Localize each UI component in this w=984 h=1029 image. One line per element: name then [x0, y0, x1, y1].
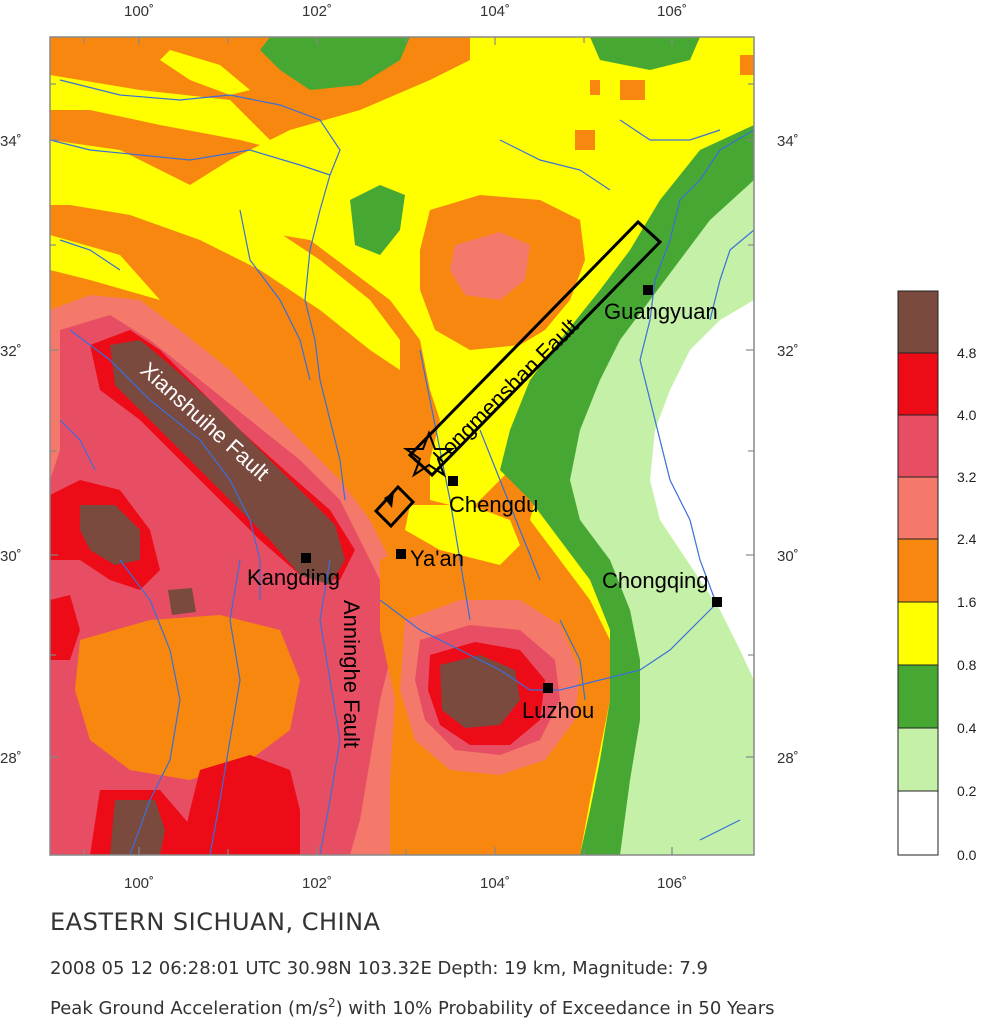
map-description: Peak Ground Acceleration (m/s2) with 10%… [50, 996, 775, 1019]
legend-tick-3.2: 3.2 [957, 469, 977, 485]
city-label-yaan: Ya'an [410, 546, 464, 571]
hazard-zones [50, 37, 754, 855]
legend-tick-0.0: 0.0 [957, 847, 977, 863]
lat-label-left-28: 28˚ [0, 750, 22, 767]
lon-label-top-106: 106˚ [657, 3, 687, 20]
legend-swatch-light-green [897, 727, 939, 792]
legend-tick-2.4: 2.4 [957, 531, 977, 547]
lat-label-left-30: 30˚ [0, 548, 22, 565]
lat-label-right-32: 32˚ [777, 343, 799, 360]
lat-label-right-34: 34˚ [777, 133, 799, 150]
description-superscript: 2 [327, 996, 336, 1010]
city-label-chongqing: Chongqing [602, 568, 708, 593]
lat-label-right-30: 30˚ [777, 548, 799, 565]
color-scale-legend [897, 290, 939, 856]
lon-label-bottom-100: 100˚ [124, 875, 154, 892]
city-marker-kangding [301, 553, 311, 563]
legend-swatch-salmon [897, 476, 939, 540]
city-marker-chengdu [448, 476, 458, 486]
map-frame [49, 36, 755, 856]
lon-label-bottom-106: 106˚ [657, 875, 687, 892]
city-marker-luzhou [543, 683, 553, 693]
legend-tick-4.0: 4.0 [957, 407, 977, 423]
lon-label-top-100: 100˚ [124, 3, 154, 20]
epicenter-star [402, 430, 456, 478]
fault-label-anninghe: Anninghe Fault [339, 600, 364, 748]
lat-label-left-34: 34˚ [0, 133, 22, 150]
lon-label-bottom-102: 102˚ [302, 875, 332, 892]
legend-swatch-orange [897, 538, 939, 603]
legend-swatch-brown [897, 290, 939, 354]
city-label-luzhou: Luzhou [522, 698, 594, 723]
legend-tick-0.4: 0.4 [957, 720, 977, 736]
event-info: 2008 05 12 06:28:01 UTC 30.98N 103.32E D… [50, 958, 708, 979]
legend-tick-1.6: 1.6 [957, 594, 977, 610]
lat-label-left-32: 32˚ [0, 343, 22, 360]
legend-swatch-green [897, 664, 939, 729]
lon-label-bottom-104: 104˚ [480, 875, 510, 892]
city-label-guangyuan: Guangyuan [604, 299, 718, 324]
city-label-chengdu: Chengdu [449, 492, 538, 517]
legend-tick-4.8: 4.8 [957, 345, 977, 361]
city-marker-guangyuan [643, 285, 653, 295]
legend-swatch-pink [897, 414, 939, 478]
legend-tick-0.2: 0.2 [957, 783, 977, 799]
city-marker-yaan [396, 549, 406, 559]
description-suffix: ) with 10% Probability of Exceedance in … [335, 998, 775, 1019]
legend-tick-0.8: 0.8 [957, 657, 977, 673]
legend-swatch-white [897, 790, 939, 856]
fault-overlays [373, 219, 663, 529]
lon-label-top-102: 102˚ [302, 3, 332, 20]
legend-swatch-yellow [897, 601, 939, 666]
map-title: EASTERN SICHUAN, CHINA [50, 908, 381, 936]
fault-marker-icon [384, 492, 394, 508]
lon-label-top-104: 104˚ [480, 3, 510, 20]
description-prefix: Peak Ground Acceleration (m/s [50, 998, 328, 1019]
legend-swatch-red [897, 352, 939, 416]
city-label-kangding: Kangding [247, 565, 340, 590]
lat-label-right-28: 28˚ [777, 750, 799, 767]
city-marker-chongqing [712, 597, 722, 607]
